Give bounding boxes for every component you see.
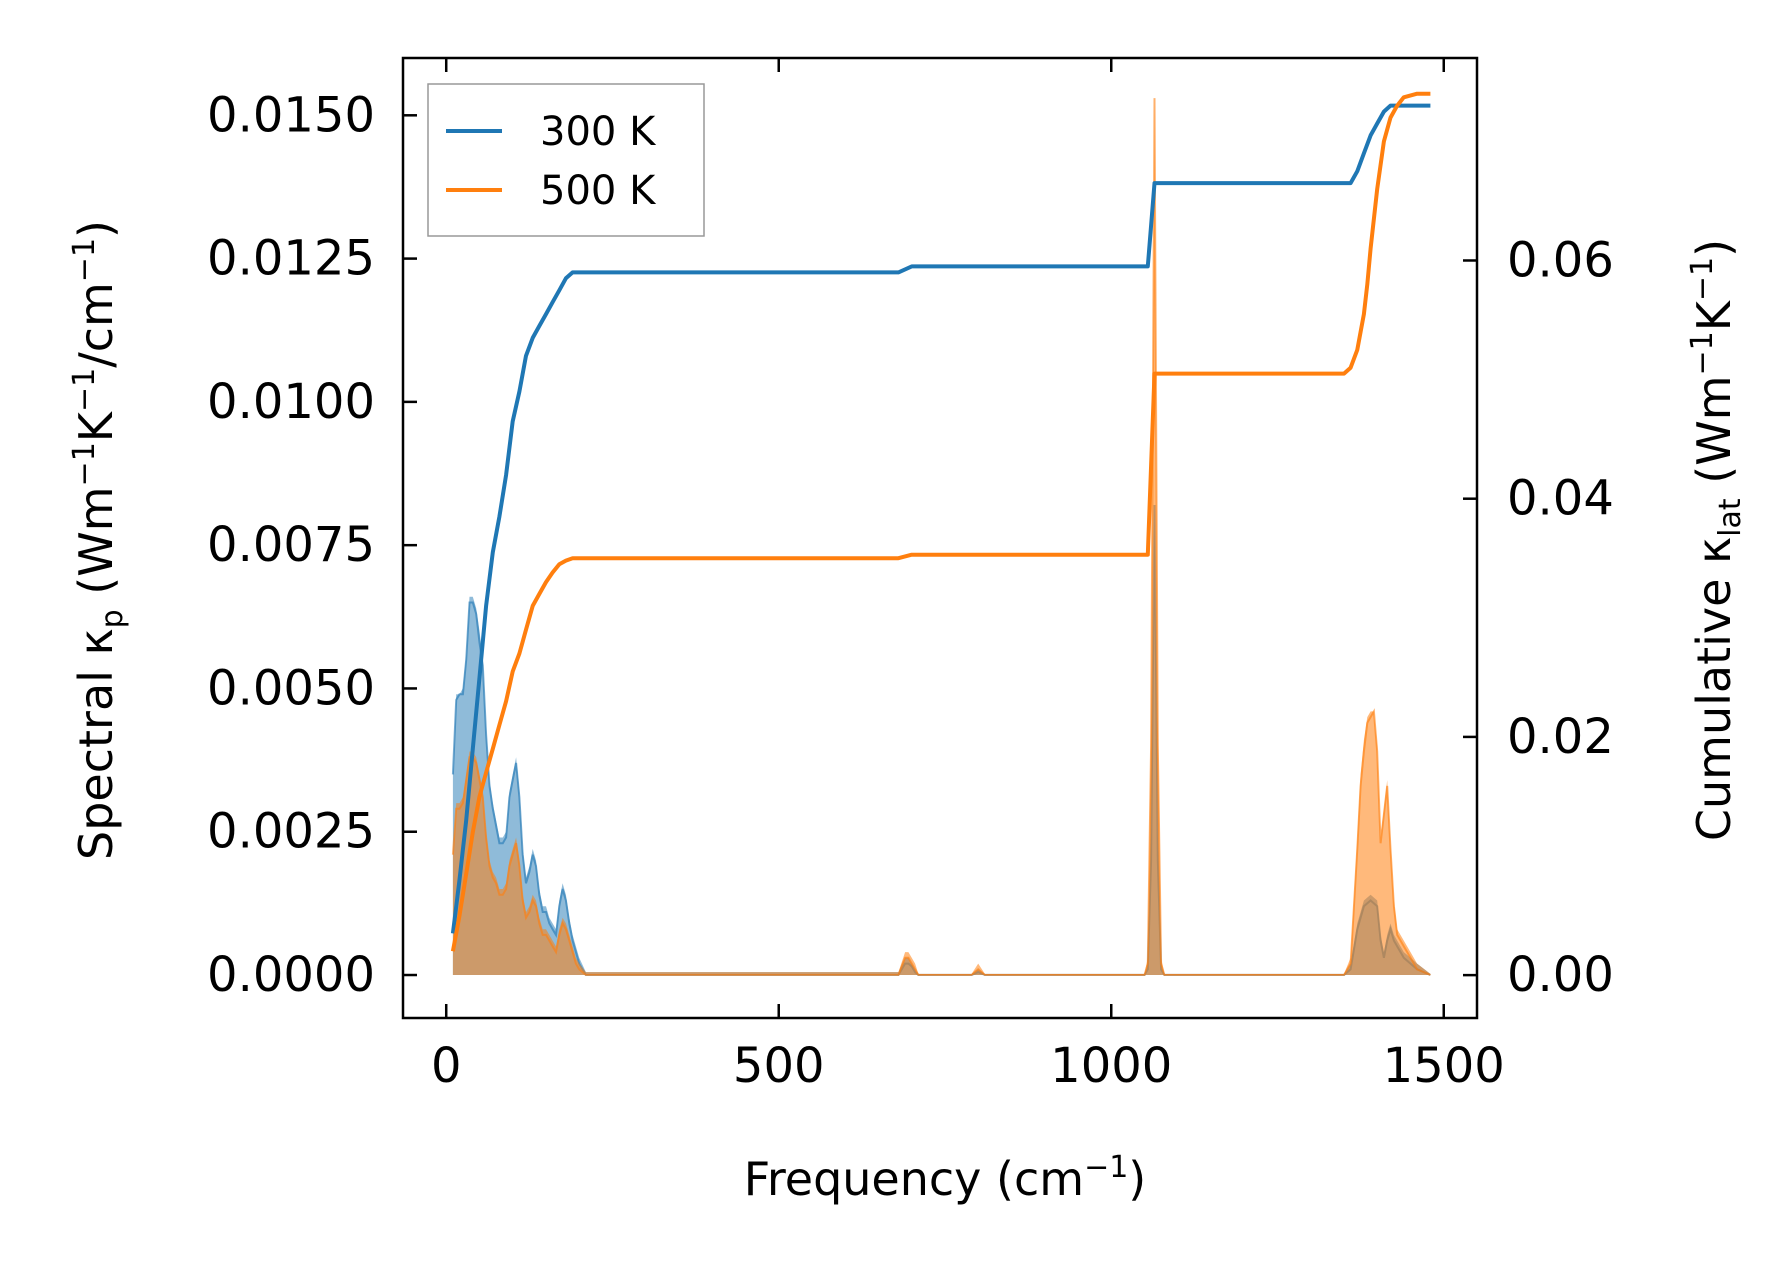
y-right-tick-label: 0.00 bbox=[1507, 947, 1614, 1003]
y-left-tick-label: 0.0050 bbox=[207, 660, 375, 716]
spectral-line-500k bbox=[451, 98, 1431, 976]
y-left-tick-label: 0.0075 bbox=[207, 517, 375, 573]
x-axis-title: Frequency (cm−1) bbox=[744, 1150, 1147, 1206]
legend: 300 K 500 K bbox=[427, 83, 705, 237]
cumulative-line-300k bbox=[450, 103, 1431, 934]
y-left-tick-label: 0.0025 bbox=[207, 804, 375, 860]
x-tick-label: 0 bbox=[431, 1038, 462, 1094]
legend-label-500k: 500 K bbox=[540, 168, 657, 214]
y-right-tick-label: 0.06 bbox=[1507, 232, 1614, 288]
cumulative-line-500k bbox=[450, 91, 1431, 952]
y-left-tick-label: 0.0125 bbox=[207, 231, 375, 287]
plot-frame bbox=[401, 56, 1479, 1020]
legend-label-300k: 300 K bbox=[540, 109, 657, 155]
x-tick-label: 1500 bbox=[1383, 1038, 1505, 1094]
legend-box bbox=[427, 83, 705, 237]
y-left-tick-label: 0.0100 bbox=[207, 374, 375, 430]
spectral-fill-300k bbox=[452, 505, 1431, 975]
y-right-tick-label: 0.04 bbox=[1507, 471, 1614, 527]
y-left-axis-title: Spectral κp (Wm−1K−1/cm−1) bbox=[67, 220, 130, 860]
series-lines bbox=[450, 91, 1431, 952]
spectral-fills bbox=[451, 98, 1431, 976]
y-left-tick-label: 0.0000 bbox=[207, 947, 375, 1003]
axis-ticks: 0 500 1000 1500 0.0000 0.0025 0.0050 0.0075 0.01… bbox=[207, 58, 1614, 1094]
x-tick-label: 1000 bbox=[1050, 1038, 1172, 1094]
y-right-axis-title: Cumulative κlat (Wm−1K−1) bbox=[1685, 239, 1748, 841]
y-left-tick-label: 0.0150 bbox=[207, 87, 375, 143]
y-right-tick-label: 0.02 bbox=[1507, 709, 1614, 765]
x-tick-label: 500 bbox=[733, 1038, 825, 1094]
